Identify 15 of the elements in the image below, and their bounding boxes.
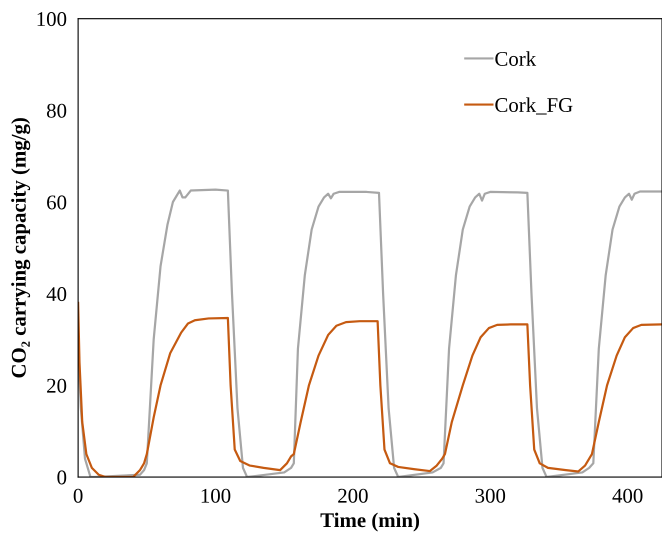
y-tick-label: 0 bbox=[57, 470, 66, 484]
x-axis-title: Time (min) bbox=[320, 512, 420, 532]
y-axis-title: CO₂ carrying capacity (mg/g) bbox=[11, 118, 30, 378]
legend-label: Cork_FG bbox=[495, 97, 573, 115]
x-tick-label: 0 bbox=[74, 488, 83, 503]
x-tick-label: 400 bbox=[612, 488, 642, 503]
y-tick-label: 80 bbox=[46, 104, 66, 118]
y-tick-label: 100 bbox=[38, 12, 66, 26]
y-tick-label: 20 bbox=[47, 378, 66, 393]
x-tick-label: 300 bbox=[476, 488, 506, 503]
x-tick-label: 100 bbox=[202, 488, 230, 503]
y-tick-label: 60 bbox=[47, 195, 66, 210]
y-tick-label: 40 bbox=[46, 287, 66, 302]
x-tick-label: 200 bbox=[338, 488, 368, 503]
legend-label: Cork bbox=[495, 51, 536, 66]
